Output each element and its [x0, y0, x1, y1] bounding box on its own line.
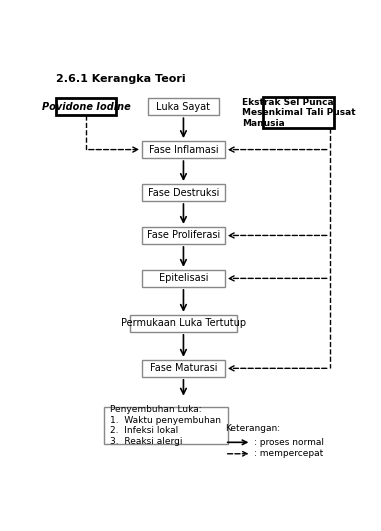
Text: Luka Sayat: Luka Sayat: [157, 101, 210, 112]
Bar: [142, 227, 225, 244]
Bar: [142, 184, 225, 201]
Text: Keterangan:: Keterangan:: [225, 424, 280, 433]
Text: Ekstrak Sel Punca
Mesenkimal Tali Pusat
Manusia: Ekstrak Sel Punca Mesenkimal Tali Pusat …: [242, 98, 355, 127]
Text: Fase Destruksi: Fase Destruksi: [148, 187, 219, 198]
Bar: [142, 141, 225, 158]
Text: Permukaan Luka Tertutup: Permukaan Luka Tertutup: [121, 319, 246, 328]
Text: 2.6.1 Kerangka Teori: 2.6.1 Kerangka Teori: [56, 74, 186, 84]
Text: : mempercepat: : mempercepat: [255, 449, 323, 458]
Text: Epitelisasi: Epitelisasi: [159, 273, 208, 284]
Bar: [142, 270, 225, 287]
Bar: [130, 315, 237, 332]
Text: Fase Maturasi: Fase Maturasi: [150, 363, 217, 373]
Text: Fase Inflamasi: Fase Inflamasi: [149, 144, 218, 155]
Text: Fase Proliferasi: Fase Proliferasi: [147, 230, 220, 241]
Text: Penyembuhan Luka:
1.  Waktu penyembuhan
2.  Infeksi lokal
3.  Reaksi alergi: Penyembuhan Luka: 1. Waktu penyembuhan 2…: [110, 406, 221, 446]
Bar: [148, 98, 219, 115]
Bar: [56, 98, 115, 115]
Bar: [104, 407, 228, 444]
Text: : proses normal: : proses normal: [255, 438, 324, 447]
Text: Povidone Iodine: Povidone Iodine: [42, 101, 130, 112]
Bar: [142, 359, 225, 377]
Bar: [263, 98, 334, 128]
